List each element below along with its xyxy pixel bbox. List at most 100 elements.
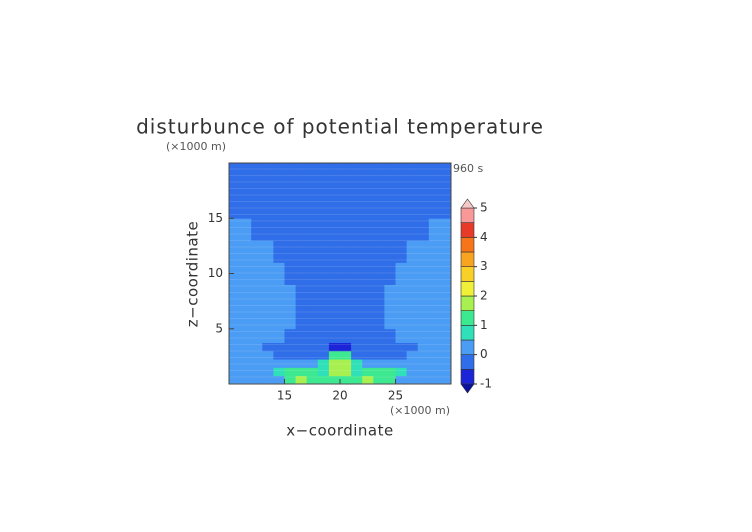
x-tick-label: 15 [277,389,292,403]
field-cell [417,342,430,352]
field-cell [240,196,252,219]
field-cell [262,328,274,343]
field-cell [317,328,330,343]
field-cell [439,359,452,368]
field-cell [273,375,285,385]
field-cell [362,359,374,368]
field-cell [284,218,296,241]
field-cell [273,196,285,219]
field-cell [317,262,330,285]
field-cell [273,163,285,197]
field-cell [395,342,407,352]
x-tick-label: 25 [388,389,403,403]
field-cell [439,342,452,352]
field-cell [428,163,441,197]
field-cell [229,328,241,343]
field-cell [273,359,285,368]
field-cell [384,218,396,241]
field-cell [317,342,330,352]
field-cell [384,328,396,343]
field-cell [340,306,352,330]
field-cell [240,350,252,360]
field-cell [428,218,441,241]
field-cell [373,367,385,377]
field-cell [229,196,241,219]
field-cell [439,328,452,343]
field-cell [240,240,252,263]
field-cell [317,163,330,197]
field-cell [295,262,308,285]
field-cell [384,163,396,197]
field-cell [340,218,352,241]
field-cell [362,284,374,308]
field-cell [428,359,441,368]
field-cell [328,342,341,352]
field-cell [240,306,252,330]
field-cell [395,328,407,343]
field-cell [229,375,241,385]
field-cell [362,196,374,219]
colorbar-tick-label: 3 [480,259,488,273]
colorbar-segment [460,207,475,223]
field-cell [373,350,385,360]
field-cell [284,306,296,330]
field-cell [406,284,419,308]
field-cell [340,367,352,377]
field-cell [340,350,352,360]
field-cell [395,375,407,385]
field-cell [417,196,430,219]
field-cell [428,328,441,343]
field-cell [395,306,407,330]
field-cell [340,342,352,352]
field-cell [262,359,274,368]
field-cell [229,163,241,197]
field-cell [251,284,263,308]
field-cell [373,284,385,308]
field-cell [362,262,374,285]
field-cell [395,163,407,197]
field-cell [351,350,363,360]
field-cell [428,262,441,285]
field-cell [362,163,374,197]
colorbar-segment [460,310,475,326]
field-cell [251,262,263,285]
field-cell [251,375,263,385]
field-cell [240,367,252,377]
field-cell [273,367,285,377]
field-cell [362,328,374,343]
field-cell [373,196,385,219]
field-cell [306,359,319,368]
field-cell [384,306,396,330]
field-cell [284,240,296,263]
colorbar-segment [460,325,475,341]
field-cell [384,375,396,385]
field-cell [284,342,296,352]
field-cell [273,342,285,352]
y-axis-label: z−coordinate [184,221,202,327]
field-cell [384,196,396,219]
field-cell [317,367,330,377]
field-cell [428,240,441,263]
colorbar-over [460,198,475,209]
field-cell [362,306,374,330]
field-cell [262,218,274,241]
field-cell [317,350,330,360]
field-cell [384,359,396,368]
field-cell [439,240,452,263]
field-cell [240,342,252,352]
field-cell [262,240,274,263]
colorbar-segment [460,266,475,282]
field-cell [395,350,407,360]
field-cell [306,350,319,360]
field-cell [306,328,319,343]
field-cell [384,262,396,285]
field-cell [373,240,385,263]
field-cell [340,196,352,219]
field-cell [295,240,308,263]
field-cell [395,367,407,377]
field-cell [439,163,452,197]
colorbar-segment [460,354,475,370]
field-cell [295,196,308,219]
field-cell [229,350,241,360]
